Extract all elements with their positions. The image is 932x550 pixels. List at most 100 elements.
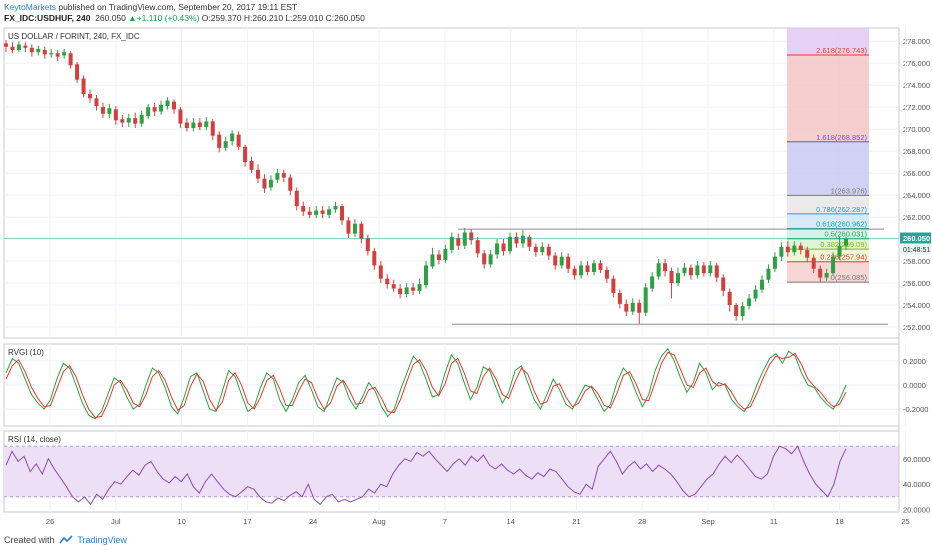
- rsi-band: [4, 446, 899, 497]
- candle-body: [449, 236, 454, 251]
- candle-body: [165, 100, 170, 107]
- fib-level-label: 0.618(260.962): [816, 219, 867, 228]
- fib-level-label: 0.786(262.287): [816, 205, 867, 214]
- rvgi-tick-label: 0.2000: [903, 357, 926, 366]
- rsi-tick-label: 40.0000: [903, 480, 930, 489]
- candle-body: [637, 302, 642, 313]
- candle-body: [391, 284, 396, 289]
- candle-body: [365, 237, 370, 252]
- candle-body: [49, 53, 54, 55]
- candle-body: [178, 109, 183, 124]
- candle-body: [436, 254, 441, 260]
- price-tick-label: 272.000: [903, 103, 930, 112]
- candle-body: [591, 263, 597, 273]
- price-tick-label: 266.000: [903, 169, 930, 178]
- candle-body: [604, 269, 609, 279]
- candle-body: [217, 134, 222, 148]
- candle-body: [527, 236, 532, 247]
- symbol-name: FX_IDC:USDHUF, 240: [4, 13, 91, 23]
- price-tick-label: 258.000: [903, 257, 930, 266]
- tradingview-brand[interactable]: TradingView: [77, 535, 127, 545]
- candle-body: [385, 278, 390, 285]
- candle-body: [831, 256, 836, 274]
- candle-body: [585, 265, 590, 273]
- fib-zone: [787, 228, 869, 239]
- candle-body: [643, 287, 648, 313]
- candle-body: [792, 245, 797, 253]
- footer: Created with TradingView: [4, 535, 127, 545]
- candle-body: [62, 52, 67, 56]
- last-price-badge: [900, 232, 931, 244]
- candle-body: [307, 211, 312, 215]
- time-axis[interactable]: 26 Jul 10 17 24 Aug 7 14 21 28 Sep 11 18 25: [46, 28, 910, 526]
- candle-body: [475, 240, 480, 254]
- candle-body: [559, 256, 564, 266]
- publisher-link[interactable]: KeytoMarkets: [4, 2, 56, 12]
- time-tick-label: 26: [46, 517, 54, 526]
- candle-body: [68, 53, 73, 66]
- time-tick-label: 14: [506, 517, 514, 526]
- price-tick-label: 264.000: [903, 191, 930, 200]
- candle-body: [320, 210, 325, 214]
- time-tick-label: 7: [443, 517, 447, 526]
- published-text: published on TradingView.com, September …: [58, 2, 298, 12]
- candle-body: [759, 279, 765, 290]
- candle-body: [262, 178, 267, 189]
- candle-body: [430, 254, 435, 267]
- fib-zone: [787, 238, 869, 250]
- candle-body: [695, 265, 700, 276]
- time-tick-label: 21: [572, 517, 580, 526]
- candle-body: [113, 109, 118, 121]
- rvgi-series-line-0: [5, 347, 847, 420]
- candle-body: [87, 93, 93, 99]
- ohlc-values: O:259.370 H:260.210 L:259.010 C:260.050: [201, 13, 365, 23]
- candle-body: [546, 246, 551, 256]
- candle-body: [120, 119, 125, 123]
- time-tick-label: 24: [309, 517, 317, 526]
- rsi-tick-label: 20.0000: [903, 505, 930, 514]
- rvgi-series-line-1: [5, 351, 847, 419]
- candle-body: [798, 245, 803, 251]
- fib-zone: [787, 195, 869, 214]
- candle-body: [721, 277, 726, 291]
- candle-body: [624, 303, 629, 312]
- candle-body: [243, 146, 248, 163]
- candle-body: [818, 268, 823, 278]
- publish-info: KeytoMarkets published on TradingView.co…: [4, 1, 297, 13]
- candle-body: [404, 287, 409, 295]
- candle-body: [327, 209, 332, 215]
- candle-body: [753, 289, 758, 299]
- fib-extension-zone: [787, 28, 869, 56]
- time-tick-label: 18: [835, 517, 843, 526]
- candle-body: [36, 48, 41, 53]
- price-tick-label: 254.000: [903, 301, 930, 310]
- candle-body: [139, 114, 144, 124]
- fib-zone: [787, 213, 869, 229]
- candle-body: [779, 246, 784, 257]
- price-pane-frame: [3, 27, 900, 339]
- candle-body: [100, 107, 105, 114]
- candle-body: [507, 236, 513, 252]
- price-pane[interactable]: 278.000 276.000 274.000 272.000 270.000 268.0…: [3, 27, 931, 339]
- candle-body: [482, 253, 487, 265]
- candle-body: [126, 118, 131, 123]
- candle-body: [16, 44, 21, 50]
- candle-body: [107, 108, 112, 114]
- candle-body: [10, 46, 15, 50]
- candle-body: [3, 43, 9, 47]
- candle-body: [617, 292, 622, 304]
- candle-body: [572, 268, 577, 276]
- fib-level-label: 0.236(257.94): [820, 253, 867, 262]
- candle-body: [417, 284, 422, 291]
- rvgi-pane[interactable]: 0.2000 0.0000 -0.2000 RVGI (10): [3, 343, 928, 427]
- candle-body: [42, 49, 47, 55]
- candle-body: [772, 256, 777, 269]
- rsi-pane[interactable]: 60.0000 40.0000 20.0000 RSI (14, close): [3, 430, 930, 514]
- created-with-text: Created with: [4, 535, 55, 545]
- fib-zone: [787, 55, 869, 142]
- candle-body: [359, 223, 364, 240]
- candle-body: [197, 122, 202, 127]
- rvgi-pane-title: RVGI (10): [8, 348, 44, 357]
- fib-level-label: 0.382(259.09): [820, 240, 867, 249]
